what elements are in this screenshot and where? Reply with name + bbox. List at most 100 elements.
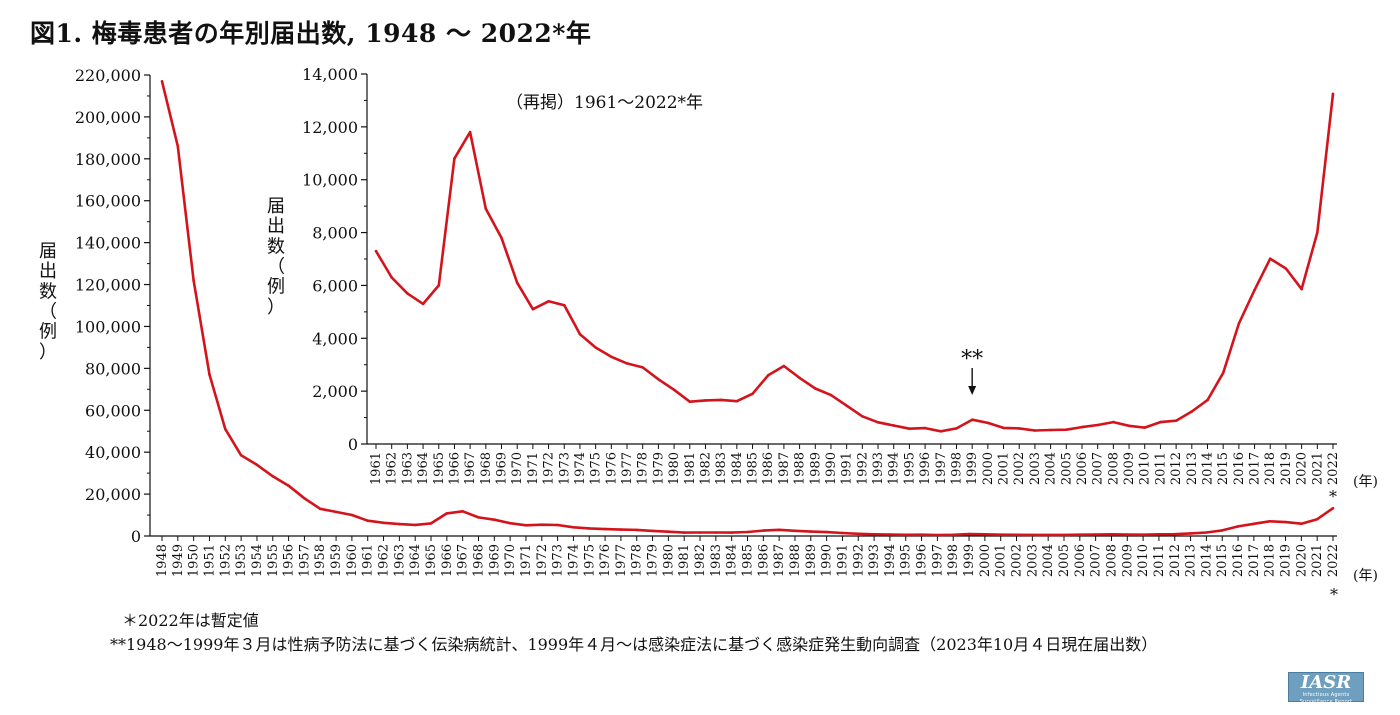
main-x-tick-label: 1978 xyxy=(630,544,645,577)
inset-data-point xyxy=(1143,426,1146,429)
main-data-point xyxy=(318,507,322,511)
inset-x-tick-label: 1977 xyxy=(620,452,635,485)
inset-x-tick-label: 1967 xyxy=(463,452,478,485)
main-x-tick-label: 1994 xyxy=(883,544,898,577)
main-x-tick-label: 1985 xyxy=(741,544,756,577)
inset-x-tick-label: 2019 xyxy=(1279,452,1294,485)
main-data-point xyxy=(382,521,385,525)
main-x-tick-label: 1980 xyxy=(661,544,676,577)
main-x-tick-label: 1984 xyxy=(725,544,740,577)
main-data-point xyxy=(398,522,401,526)
main-x-tick-label: 2009 xyxy=(1120,544,1135,577)
main-y-label-char: ） xyxy=(39,342,57,363)
inset-data-point xyxy=(1159,420,1162,424)
main-x-tick-label: 1967 xyxy=(456,544,471,577)
inset-x-tick-label: 1987 xyxy=(777,452,792,485)
main-data-point xyxy=(540,523,544,526)
main-data-point xyxy=(841,531,844,535)
main-data-point xyxy=(983,533,987,536)
inset-x-unit: (年) xyxy=(1353,474,1378,490)
main-x-tick-label: 1995 xyxy=(899,544,914,577)
inset-data-point xyxy=(531,307,535,311)
inset-x-tick-label: 1971 xyxy=(526,452,541,485)
inset-data-point xyxy=(421,302,425,306)
inset-data-point xyxy=(453,157,456,160)
inset-data-point xyxy=(406,292,409,295)
main-x-tick-label: 1997 xyxy=(930,544,945,577)
inset-y-tick-label: 12,000 xyxy=(302,118,358,137)
inset-series-line xyxy=(374,93,1335,433)
main-x-tick-label: 1974 xyxy=(566,544,581,577)
main-data-point xyxy=(936,533,939,537)
inset-x-tick-label: 1976 xyxy=(604,452,619,485)
inset-x-tick-label: 2005 xyxy=(1059,452,1074,485)
main-x-tick-label: 1953 xyxy=(234,544,249,577)
main-x-tick-label: 1976 xyxy=(598,544,613,577)
main-chart: 0 20,000 40,000 60,000 80,000 100,000 120,000 1… xyxy=(39,66,1378,604)
main-data-point xyxy=(160,80,164,83)
main-x-tick-label: 2011 xyxy=(1152,544,1167,577)
main-data-point xyxy=(667,530,670,533)
inset-x-tick-label: 2013 xyxy=(1185,452,1200,485)
main-data-point xyxy=(334,510,338,514)
main-data-point xyxy=(493,518,496,521)
main-x-tick-label: 1999 xyxy=(962,544,977,577)
main-x-tick-label: 1969 xyxy=(487,544,502,577)
iasr-logo: IASR Infectious Agents Surveillance Repo… xyxy=(1288,672,1364,705)
main-x-tick-label: 2014 xyxy=(1199,544,1214,577)
inset-x-tick-label: 1996 xyxy=(918,452,933,485)
main-data-point xyxy=(793,529,797,533)
main-y-label-char: 数 xyxy=(39,281,57,302)
main-x-tick-label: 1992 xyxy=(851,544,866,577)
inset-x-tick-label: 1999 xyxy=(965,452,980,485)
inset-data-point xyxy=(766,374,770,377)
inset-data-point xyxy=(657,378,660,381)
main-x-tick-label: 2010 xyxy=(1136,544,1151,577)
inset-y-tick-label: 14,000 xyxy=(302,65,358,84)
main-x-tick-label: 2007 xyxy=(1089,544,1104,577)
main-y-tick-label: 40,000 xyxy=(85,443,141,462)
inset-data-point xyxy=(1300,287,1303,291)
inset-data-point xyxy=(1253,288,1256,292)
inset-x-tick-label: 2018 xyxy=(1263,452,1278,485)
inset-x-tick-label: 1995 xyxy=(902,452,917,485)
main-data-point xyxy=(1157,533,1161,536)
main-data-point xyxy=(1189,532,1192,535)
main-x-tick-label: 1961 xyxy=(361,544,376,577)
inset-data-point xyxy=(923,426,927,430)
main-x-tick-label: 1996 xyxy=(915,544,930,577)
main-y-tick-label: 60,000 xyxy=(85,401,141,420)
inset-x-tick-label: 2012 xyxy=(1169,452,1184,485)
main-x-tick-label: 1950 xyxy=(187,544,202,577)
inset-x-tick-label: 1985 xyxy=(746,452,761,485)
inset-x-tick-label: 1970 xyxy=(510,452,525,485)
main-x-tick-label: 1991 xyxy=(835,544,850,577)
main-y-tick-label: 120,000 xyxy=(75,276,141,295)
main-x-tick-label: 1986 xyxy=(756,544,771,577)
main-data-point xyxy=(682,531,686,534)
main-y-tick-label: 200,000 xyxy=(75,108,141,127)
main-data-point xyxy=(524,524,528,527)
main-x-tick-label: 1954 xyxy=(250,544,265,577)
main-data-point xyxy=(730,531,733,534)
inset-data-point xyxy=(1002,426,1005,430)
inset-y-label-char: ） xyxy=(267,297,285,318)
inset-data-point xyxy=(500,236,503,240)
main-data-point xyxy=(857,532,860,536)
inset-x-tick-label: 1969 xyxy=(495,452,510,485)
main-data-point xyxy=(1284,520,1287,524)
inset-data-point xyxy=(970,418,974,422)
main-x-tick-label: 1956 xyxy=(282,544,297,577)
main-data-point xyxy=(1126,533,1129,536)
main-x-tick-label: 1987 xyxy=(772,544,787,577)
inset-y-label-char: 届 xyxy=(267,196,285,217)
main-data-point xyxy=(1031,533,1034,537)
inset-y-tick-label: 6,000 xyxy=(312,276,358,295)
inset-x-tick-label: 2003 xyxy=(1028,452,1043,485)
inset-x-tick-label: 1997 xyxy=(934,452,949,485)
inset-chart: 0 2,000 4,000 6,000 8,000 10,000 12,000 14,000 1… xyxy=(267,65,1378,490)
main-y-tick-label: 100,000 xyxy=(75,317,141,336)
inset-data-point xyxy=(563,304,566,307)
main-data-point xyxy=(413,523,417,527)
